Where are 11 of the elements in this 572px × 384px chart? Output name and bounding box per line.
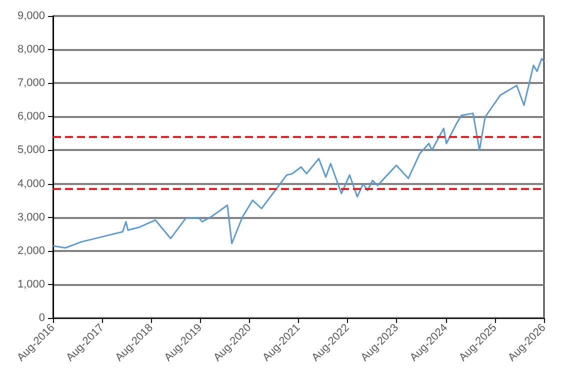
y-tick-label: 5,000 <box>17 144 45 156</box>
line-series <box>52 58 545 249</box>
y-tick-label: 6,000 <box>17 110 45 123</box>
y-tick-label: 7,000 <box>17 77 45 90</box>
y-tick-label: 2,000 <box>17 244 45 257</box>
y-tick-label: 0 <box>38 312 45 324</box>
y-tick-label: 9,000 <box>17 10 45 22</box>
y-tick-label: 1,000 <box>17 278 45 290</box>
y-tick-label: 4,000 <box>17 178 45 190</box>
y-tick-label: 3,000 <box>17 211 45 224</box>
y-tick-label: 8,000 <box>17 44 45 56</box>
